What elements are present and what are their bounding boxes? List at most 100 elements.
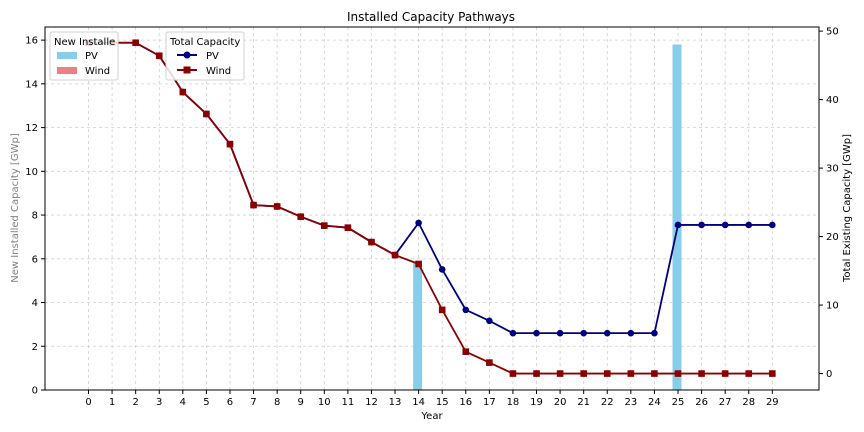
point-total-pv: [580, 329, 587, 337]
x-tick-label: 22: [601, 397, 614, 408]
point-total-wind: [203, 110, 210, 118]
y-right-tick-label: 10: [826, 301, 839, 312]
point-total-wind: [486, 359, 493, 366]
point-total-pv: [486, 317, 493, 325]
x-tick-label: 7: [250, 397, 256, 408]
x-tick-label: 27: [719, 397, 732, 408]
x-tick-label: 23: [624, 397, 637, 408]
x-tick-label: 9: [298, 397, 304, 408]
point-total-pv: [627, 329, 635, 337]
point-total-wind: [132, 39, 139, 47]
x-tick-label: 0: [85, 397, 91, 408]
legend-total-capacity: Total Capacity PV Wind: [165, 31, 245, 81]
y-left-tick-label: 8: [32, 211, 38, 222]
point-total-wind: [674, 370, 682, 377]
x-tick-label: 24: [648, 397, 661, 408]
point-total-wind: [344, 224, 352, 231]
legend-new-pv-swatch: [57, 52, 77, 59]
x-tick-label: 3: [156, 397, 162, 408]
y-right-tick-label: 30: [826, 164, 839, 175]
y-left-tick-label: 12: [25, 123, 38, 134]
x-tick-label: 11: [342, 397, 355, 408]
x-axis: 0 1 2 3 4 5 6 7 8 9 10 11 12 13 14 15 16 17 18 19 20 21 22 23 24…: [85, 390, 779, 408]
y-axis-right-label: Total Existing Capacity [GWp]: [842, 134, 853, 283]
y-left-tick-label: 4: [32, 298, 38, 309]
x-tick-label: 21: [577, 397, 590, 408]
point-total-wind: [745, 370, 753, 377]
x-tick-label: 5: [203, 397, 209, 408]
y-left-tick-label: 2: [32, 342, 38, 353]
x-tick-label: 25: [672, 397, 685, 408]
point-total-pv: [603, 329, 611, 337]
x-tick-label: 4: [180, 397, 186, 408]
point-total-wind: [580, 370, 587, 377]
legend-new-wind-swatch: [57, 67, 77, 74]
point-total-pv: [721, 221, 729, 229]
legend-total-wind-marker: [183, 66, 191, 74]
x-tick-label: 20: [554, 397, 567, 408]
legend-new-installs: New Installe PV Wind: [49, 31, 119, 81]
point-total-pv: [769, 221, 776, 229]
legend-new-wind-label: Wind: [85, 66, 110, 77]
point-total-wind: [368, 238, 375, 246]
x-tick-label: 10: [318, 397, 331, 408]
chart-title: Installed Capacity Pathways: [347, 10, 515, 24]
line-total-wind: [88, 41, 773, 375]
point-total-wind: [556, 370, 564, 377]
point-total-pv: [509, 329, 517, 337]
point-total-wind: [273, 203, 281, 210]
point-total-pv: [415, 219, 422, 227]
x-tick-label: 19: [530, 397, 543, 408]
plot-frame: [44, 26, 820, 391]
legend-new-title: New Installe: [54, 37, 115, 48]
x-tick-label: 2: [132, 397, 138, 408]
point-total-wind: [297, 213, 305, 221]
x-tick-label: 16: [459, 397, 472, 408]
y-left-tick-label: 10: [25, 167, 38, 178]
point-total-pv: [462, 306, 470, 314]
point-total-wind: [391, 251, 399, 259]
legend-total-title: Total Capacity: [169, 37, 240, 48]
point-total-pv: [674, 221, 682, 229]
y-axis-left: 0 2 4 6 8 10 12 14 16: [25, 36, 45, 397]
x-tick-label: 15: [436, 397, 449, 408]
point-total-wind: [698, 370, 705, 377]
x-tick-label: 29: [766, 397, 779, 408]
point-total-wind: [721, 370, 729, 377]
x-tick-label: 17: [483, 397, 496, 408]
legend-total-wind-label: Wind: [206, 66, 231, 77]
y-right-tick-label: 0: [826, 369, 832, 380]
x-tick-label: 26: [695, 397, 708, 408]
y-left-tick-label: 0: [32, 386, 38, 397]
point-total-pv: [533, 329, 540, 337]
point-total-wind: [533, 370, 540, 377]
y-axis-left-label: New Installed Capacity [GWp]: [10, 133, 21, 283]
bars: [413, 44, 682, 390]
point-total-wind: [769, 370, 776, 377]
x-tick-label: 28: [742, 397, 755, 408]
point-total-wind: [415, 260, 422, 268]
y-left-tick-label: 14: [25, 79, 38, 90]
point-total-wind: [627, 370, 635, 377]
point-total-wind: [438, 306, 446, 314]
y-left-tick-label: 16: [25, 36, 38, 47]
point-total-pv: [651, 329, 658, 337]
y-right-tick-label: 50: [826, 27, 839, 38]
point-total-wind: [509, 370, 517, 377]
bar-new-pv: [672, 44, 682, 390]
bar-new-pv: [413, 263, 423, 390]
x-tick-label: 12: [365, 397, 378, 408]
x-axis-label: Year: [420, 411, 443, 422]
point-total-pv: [556, 329, 564, 337]
point-total-wind: [462, 348, 470, 355]
y-right-tick-label: 20: [826, 232, 839, 243]
x-tick-label: 8: [274, 397, 280, 408]
x-tick-label: 6: [227, 397, 233, 408]
x-tick-label: 1: [109, 397, 115, 408]
point-total-wind: [179, 88, 187, 96]
point-total-pv: [438, 266, 446, 273]
point-total-wind: [651, 370, 658, 377]
x-tick-label: 14: [412, 397, 425, 408]
